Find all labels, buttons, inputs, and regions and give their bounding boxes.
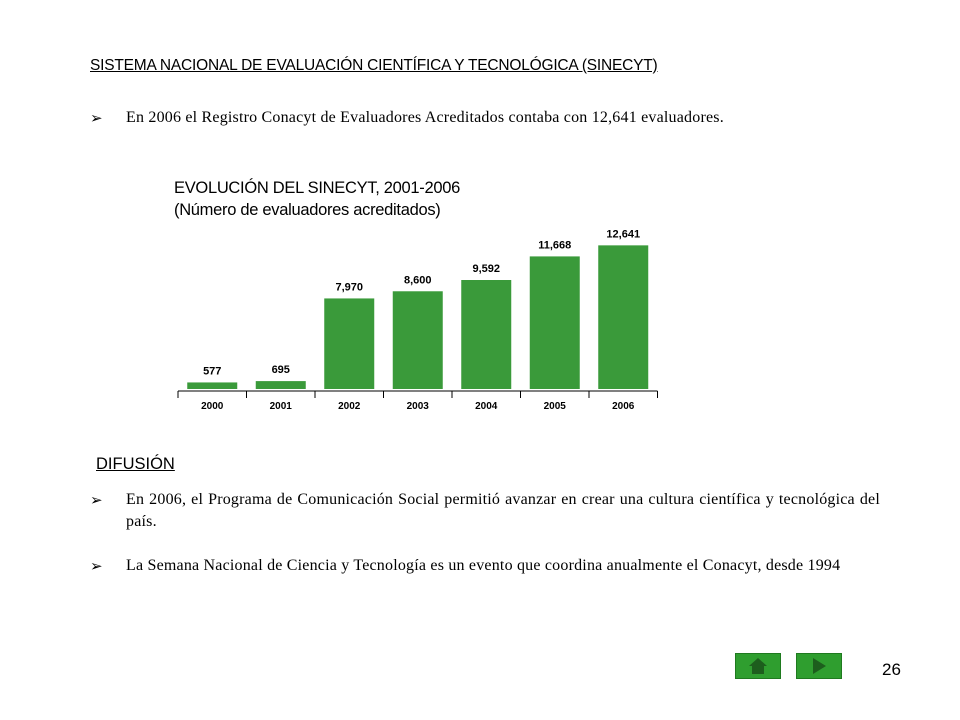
x-tick-label: 2005 [544,401,567,412]
difusion-bullet: ➢ En 2006, el Programa de Comunicación S… [90,489,880,533]
section-title-difusion: DIFUSIÓN [96,455,175,473]
chart-title: EVOLUCIÓN DEL SINECYT, 2001-2006 [174,179,460,197]
x-tick-label: 2003 [407,401,430,412]
bar-value-label: 695 [272,364,290,376]
next-button[interactable] [796,653,842,679]
x-tick-label: 2000 [201,401,224,412]
bar-value-label: 577 [203,365,221,377]
page-heading: SISTEMA NACIONAL DE EVALUACIÓN CIENTÍFIC… [90,57,658,74]
chart-title-block: EVOLUCIÓN DEL SINECYT, 2001-2006 (Número… [174,177,460,221]
x-tick-label: 2002 [338,401,361,412]
bullet-arrow-icon: ➢ [90,557,103,575]
difusion-bullet-text: En 2006, el Programa de Comunicación Soc… [126,491,880,530]
x-tick-label: 2001 [270,401,293,412]
bar-value-label: 7,970 [335,281,363,293]
x-tick-label: 2006 [612,401,635,412]
intro-bullet-text: En 2006 el Registro Conacyt de Evaluador… [126,109,724,126]
bullet-arrow-icon: ➢ [90,109,103,127]
play-arrow-icon [813,658,826,674]
difusion-bullet-text: La Semana Nacional de Ciencia y Tecnolog… [126,557,841,574]
bar [324,298,375,389]
bar-value-label: 8,600 [404,274,432,286]
home-button[interactable] [735,653,781,679]
intro-bullet: ➢ En 2006 el Registro Conacyt de Evaluad… [90,107,880,129]
bar [461,280,512,389]
bullet-arrow-icon: ➢ [90,491,103,509]
bar-value-label: 12,641 [606,228,640,240]
bar-value-label: 11,668 [538,239,571,251]
bar-value-label: 9,592 [472,263,500,275]
bar [598,245,649,389]
bar [187,382,238,389]
home-icon [749,658,767,674]
bar-chart: 577 2000 695 2001 7,970 2002 8,600 2003 9,592 200… [177,228,658,412]
difusion-bullet: ➢ La Semana Nacional de Ciencia y Tecnol… [90,555,880,577]
bar [529,256,580,389]
bar [255,381,306,389]
page-number: 26 [882,660,901,679]
bar [392,291,443,389]
x-tick-label: 2004 [475,401,498,412]
chart-subtitle: (Número de evaluadores acreditados) [174,201,441,219]
